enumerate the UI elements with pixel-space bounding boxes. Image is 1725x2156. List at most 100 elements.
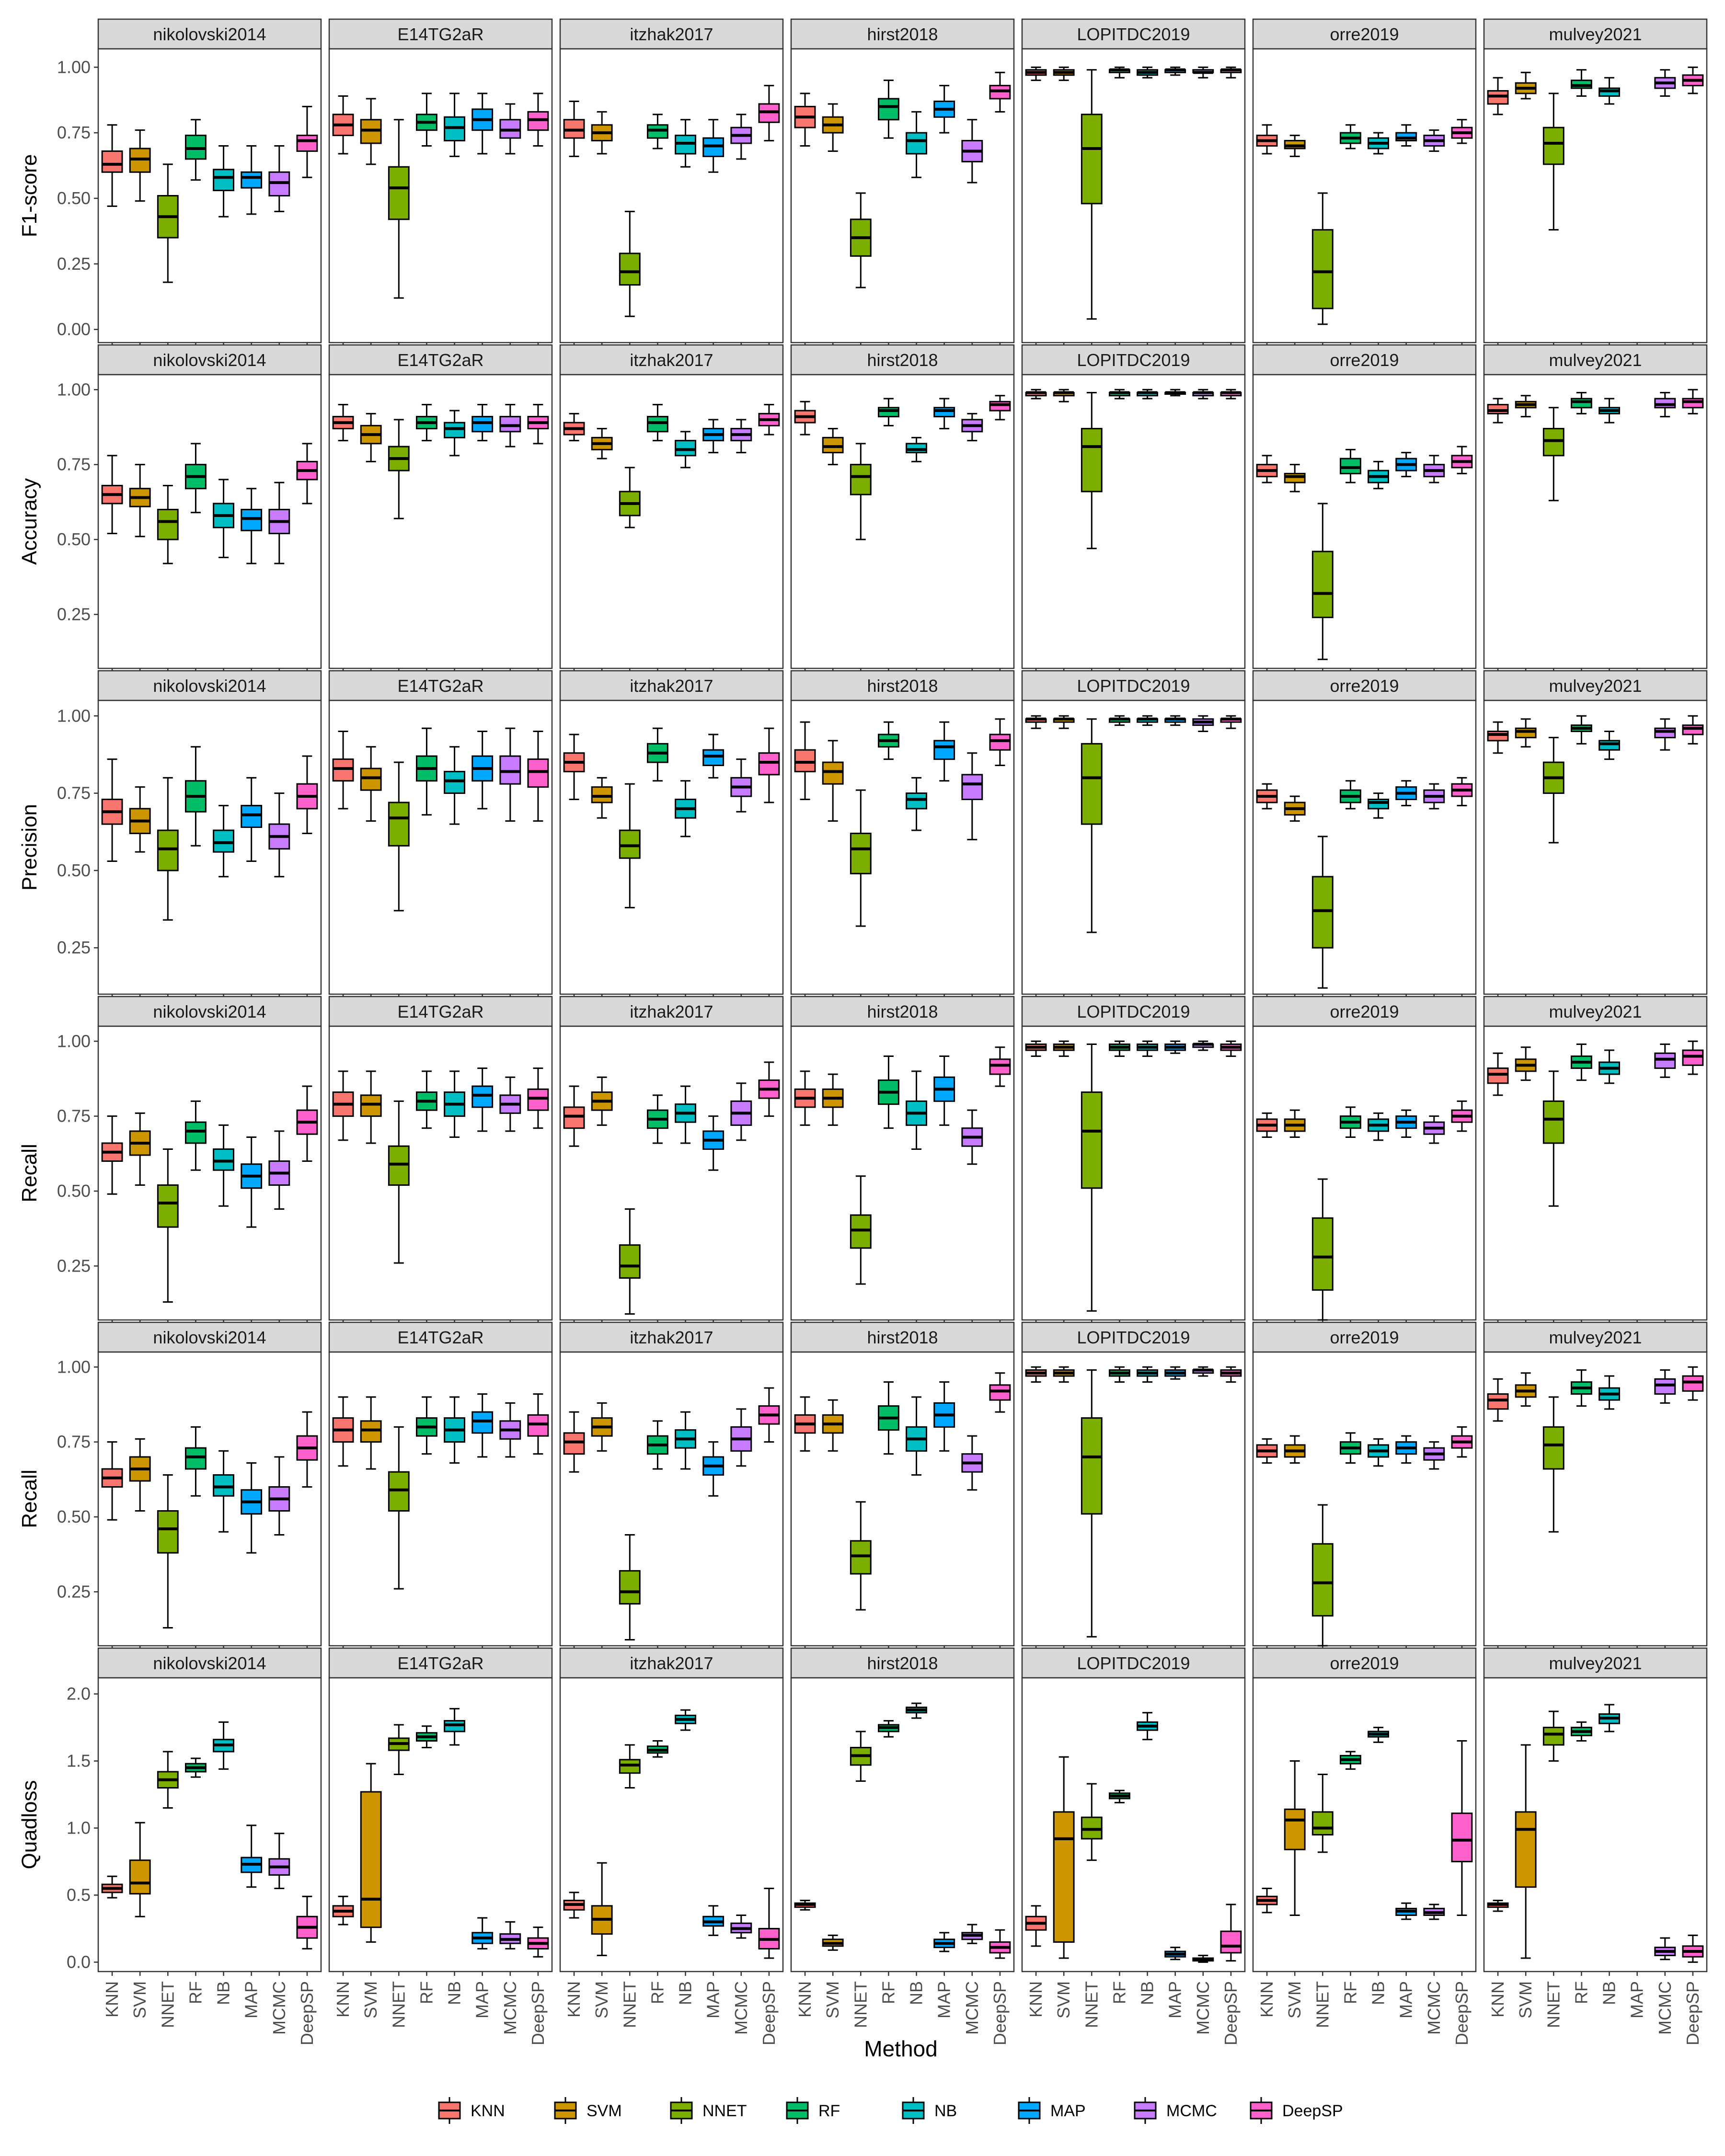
- box-hirst2018-nb: [906, 1702, 927, 1719]
- box-mulvey2021-nb: [1598, 731, 1620, 760]
- facet-strip-label: itzhak2017: [630, 676, 713, 696]
- facet-panel-orre2019-accuracy: [1252, 374, 1477, 669]
- facet-strip-label: E14TG2aR: [397, 1653, 483, 1673]
- box-lopitdc2019-knn: [1025, 1905, 1047, 1947]
- y-tick-label: 1.00: [57, 1031, 91, 1051]
- x-tick-label-rf: RF: [1571, 1981, 1591, 2004]
- y-axis-title-f1-score-0: F1-score: [18, 154, 41, 238]
- box-mulvey2021-rf: [1571, 1721, 1592, 1742]
- box-e14tg2ar-nb: [444, 746, 465, 825]
- box-itzhak2017-deepsp: [758, 404, 780, 436]
- facet-panel-e14tg2ar-recall: [328, 1351, 553, 1647]
- box-hirst2018-nnet: [850, 1501, 872, 1611]
- box-body: [388, 1145, 410, 1186]
- box-itzhak2017-mcmc: [730, 1408, 752, 1467]
- box-nikolovski2014-svm: [129, 1822, 151, 1917]
- y-tick-label: 1.0: [67, 1818, 91, 1837]
- box-orre2019-svm: [1284, 1109, 1306, 1138]
- x-tick-label-mcmc: MCMC: [1655, 1981, 1675, 2035]
- box-e14tg2ar-nb: [444, 410, 465, 457]
- x-tick-label-nnet: NNET: [620, 1981, 639, 2028]
- box-lopitdc2019-knn: [1025, 1040, 1047, 1057]
- box-body: [444, 770, 465, 794]
- box-mulvey2021-nb: [1598, 77, 1620, 105]
- box-body: [241, 804, 263, 828]
- facet-strip-hirst2018: [790, 670, 1015, 701]
- box-body: [472, 1085, 494, 1108]
- box-lopitdc2019-rf: [1109, 1366, 1130, 1383]
- facet-strip-label: LOPITDC2019: [1077, 24, 1190, 44]
- box-mulvey2021-nb: [1598, 1704, 1620, 1732]
- box-nikolovski2014-knn: [101, 124, 123, 207]
- box-itzhak2017-deepsp: [758, 85, 780, 142]
- facet-strip-mulvey2021: [1483, 670, 1708, 701]
- box-mulvey2021-svm: [1515, 395, 1537, 418]
- x-tick-label-nb: NB: [1368, 1981, 1388, 2005]
- y-tick-label: 0.50: [57, 529, 91, 549]
- box-nikolovski2014-mcmc: [268, 482, 290, 564]
- facet-strip-lopitdc2019: [1021, 18, 1246, 50]
- facet-strip-label: nikolovski2014: [153, 24, 266, 44]
- facet-strip-label: E14TG2aR: [397, 350, 483, 370]
- box-lopitdc2019-svm: [1053, 715, 1075, 729]
- box-body: [1515, 1811, 1537, 1888]
- facet-panel-itzhak2017-recall: [559, 1351, 784, 1647]
- box-nikolovski2014-nb: [213, 145, 234, 218]
- x-tick-label-rf: RF: [1340, 1981, 1360, 2004]
- x-tick-label-svm: SVM: [1054, 1981, 1073, 2018]
- box-body: [185, 1447, 207, 1470]
- y-tick-label: 1.00: [57, 379, 91, 399]
- box-hirst2018-map: [933, 1381, 955, 1452]
- y-tick-label: 0.50: [57, 1507, 91, 1526]
- box-e14tg2ar-svm: [360, 1396, 382, 1470]
- box-hirst2018-nnet: [850, 789, 872, 927]
- box-body: [675, 440, 696, 457]
- box-e14tg2ar-map: [472, 404, 494, 442]
- box-orre2019-map: [1395, 780, 1417, 806]
- legend-item-map: MAP: [1018, 2097, 1086, 2124]
- box-nikolovski2014-deepsp: [296, 1411, 318, 1488]
- box-e14tg2ar-nb: [444, 92, 465, 157]
- x-tick-label-nnet: NNET: [1312, 1981, 1332, 2028]
- x-tick-label-deepsp: DeepSP: [759, 1981, 779, 2045]
- box-e14tg2ar-map: [472, 1067, 494, 1132]
- box-body: [213, 169, 234, 192]
- box-e14tg2ar-rf: [416, 727, 437, 816]
- x-tick-label-rf: RF: [878, 1981, 898, 2004]
- facet-strip-hirst2018: [790, 344, 1015, 376]
- y-tick-label: 1.00: [57, 706, 91, 725]
- box-body: [647, 416, 668, 433]
- box-body: [499, 416, 521, 433]
- x-tick-label-map: MAP: [1396, 1981, 1416, 2018]
- box-itzhak2017-nb: [675, 1709, 696, 1731]
- facet-strip-label: hirst2018: [867, 1328, 938, 1347]
- box-body: [1682, 724, 1704, 735]
- box-itzhak2017-svm: [591, 1402, 613, 1452]
- facet-strip-lopitdc2019: [1021, 996, 1246, 1027]
- y-tick-label: 0.25: [57, 604, 91, 624]
- box-itzhak2017-map: [702, 1905, 724, 1936]
- box-body: [1654, 727, 1676, 738]
- x-tick-label-deepsp: DeepSP: [1683, 1981, 1702, 2045]
- legend: KNN SVM NNET RF NB MAP MCMC DeepSP: [438, 2097, 1343, 2124]
- facet-strip-label: nikolovski2014: [153, 676, 266, 696]
- box-nikolovski2014-map: [241, 488, 263, 564]
- box-lopitdc2019-map: [1164, 1040, 1186, 1054]
- legend-item-deepsp: DeepSP: [1250, 2097, 1343, 2124]
- box-itzhak2017-rf: [647, 727, 668, 782]
- facet-strip-label: E14TG2aR: [397, 1328, 483, 1347]
- box-nikolovski2014-rf: [185, 1757, 207, 1778]
- x-tick-label-mcmc: MCMC: [1424, 1981, 1444, 2035]
- x-tick-label-map: MAP: [1627, 1981, 1647, 2018]
- box-itzhak2017-nnet: [619, 1534, 641, 1640]
- box-itzhak2017-svm: [591, 428, 613, 459]
- legend-label: NNET: [702, 2102, 747, 2120]
- box-lopitdc2019-nnet: [1081, 1044, 1103, 1312]
- box-body: [850, 464, 872, 495]
- box-lopitdc2019-nnet: [1081, 69, 1103, 320]
- x-tick-label-map: MAP: [703, 1981, 723, 2018]
- box-body: [850, 1540, 872, 1575]
- box-e14tg2ar-nb: [444, 1708, 465, 1746]
- facet-panel-nikolovski2014-quadloss: [97, 1677, 322, 1973]
- box-body: [1081, 743, 1103, 825]
